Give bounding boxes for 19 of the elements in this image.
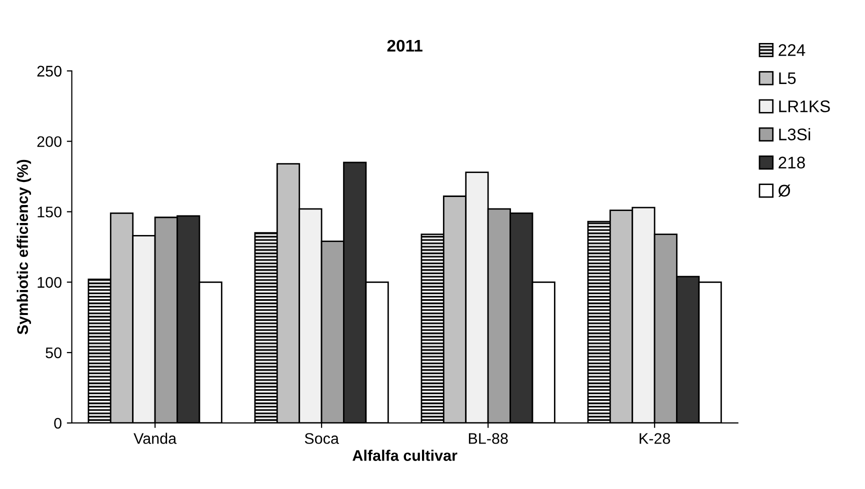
legend-label: L5 (779, 72, 796, 84)
y-tick-label: 200 (37, 136, 62, 148)
x-tick-label: K-28 (640, 433, 670, 444)
legend-label: 218 (778, 156, 805, 168)
legend-label: LR1KS (779, 100, 830, 112)
y-tick-label: 100 (38, 277, 62, 288)
x-tick-label: Soca (304, 433, 339, 444)
chart-title: 2011 (387, 40, 422, 52)
x-tick-label: Vanda (134, 432, 177, 444)
y-tick-label: 0 (54, 418, 62, 429)
y-axis-title: Symbiotic efficiency (%) (16, 160, 32, 334)
y-tick-label: 150 (38, 206, 62, 218)
y-tick-label: 50 (46, 347, 62, 358)
x-axis-title: Alfalfa cultivar (352, 450, 458, 461)
y-tick-label: 250 (37, 66, 62, 77)
legend-label: L3Si (779, 128, 810, 140)
legend-label: 224 (778, 44, 806, 56)
x-tick-label: BL-88 (468, 433, 508, 444)
legend-label: Ø (778, 184, 790, 197)
